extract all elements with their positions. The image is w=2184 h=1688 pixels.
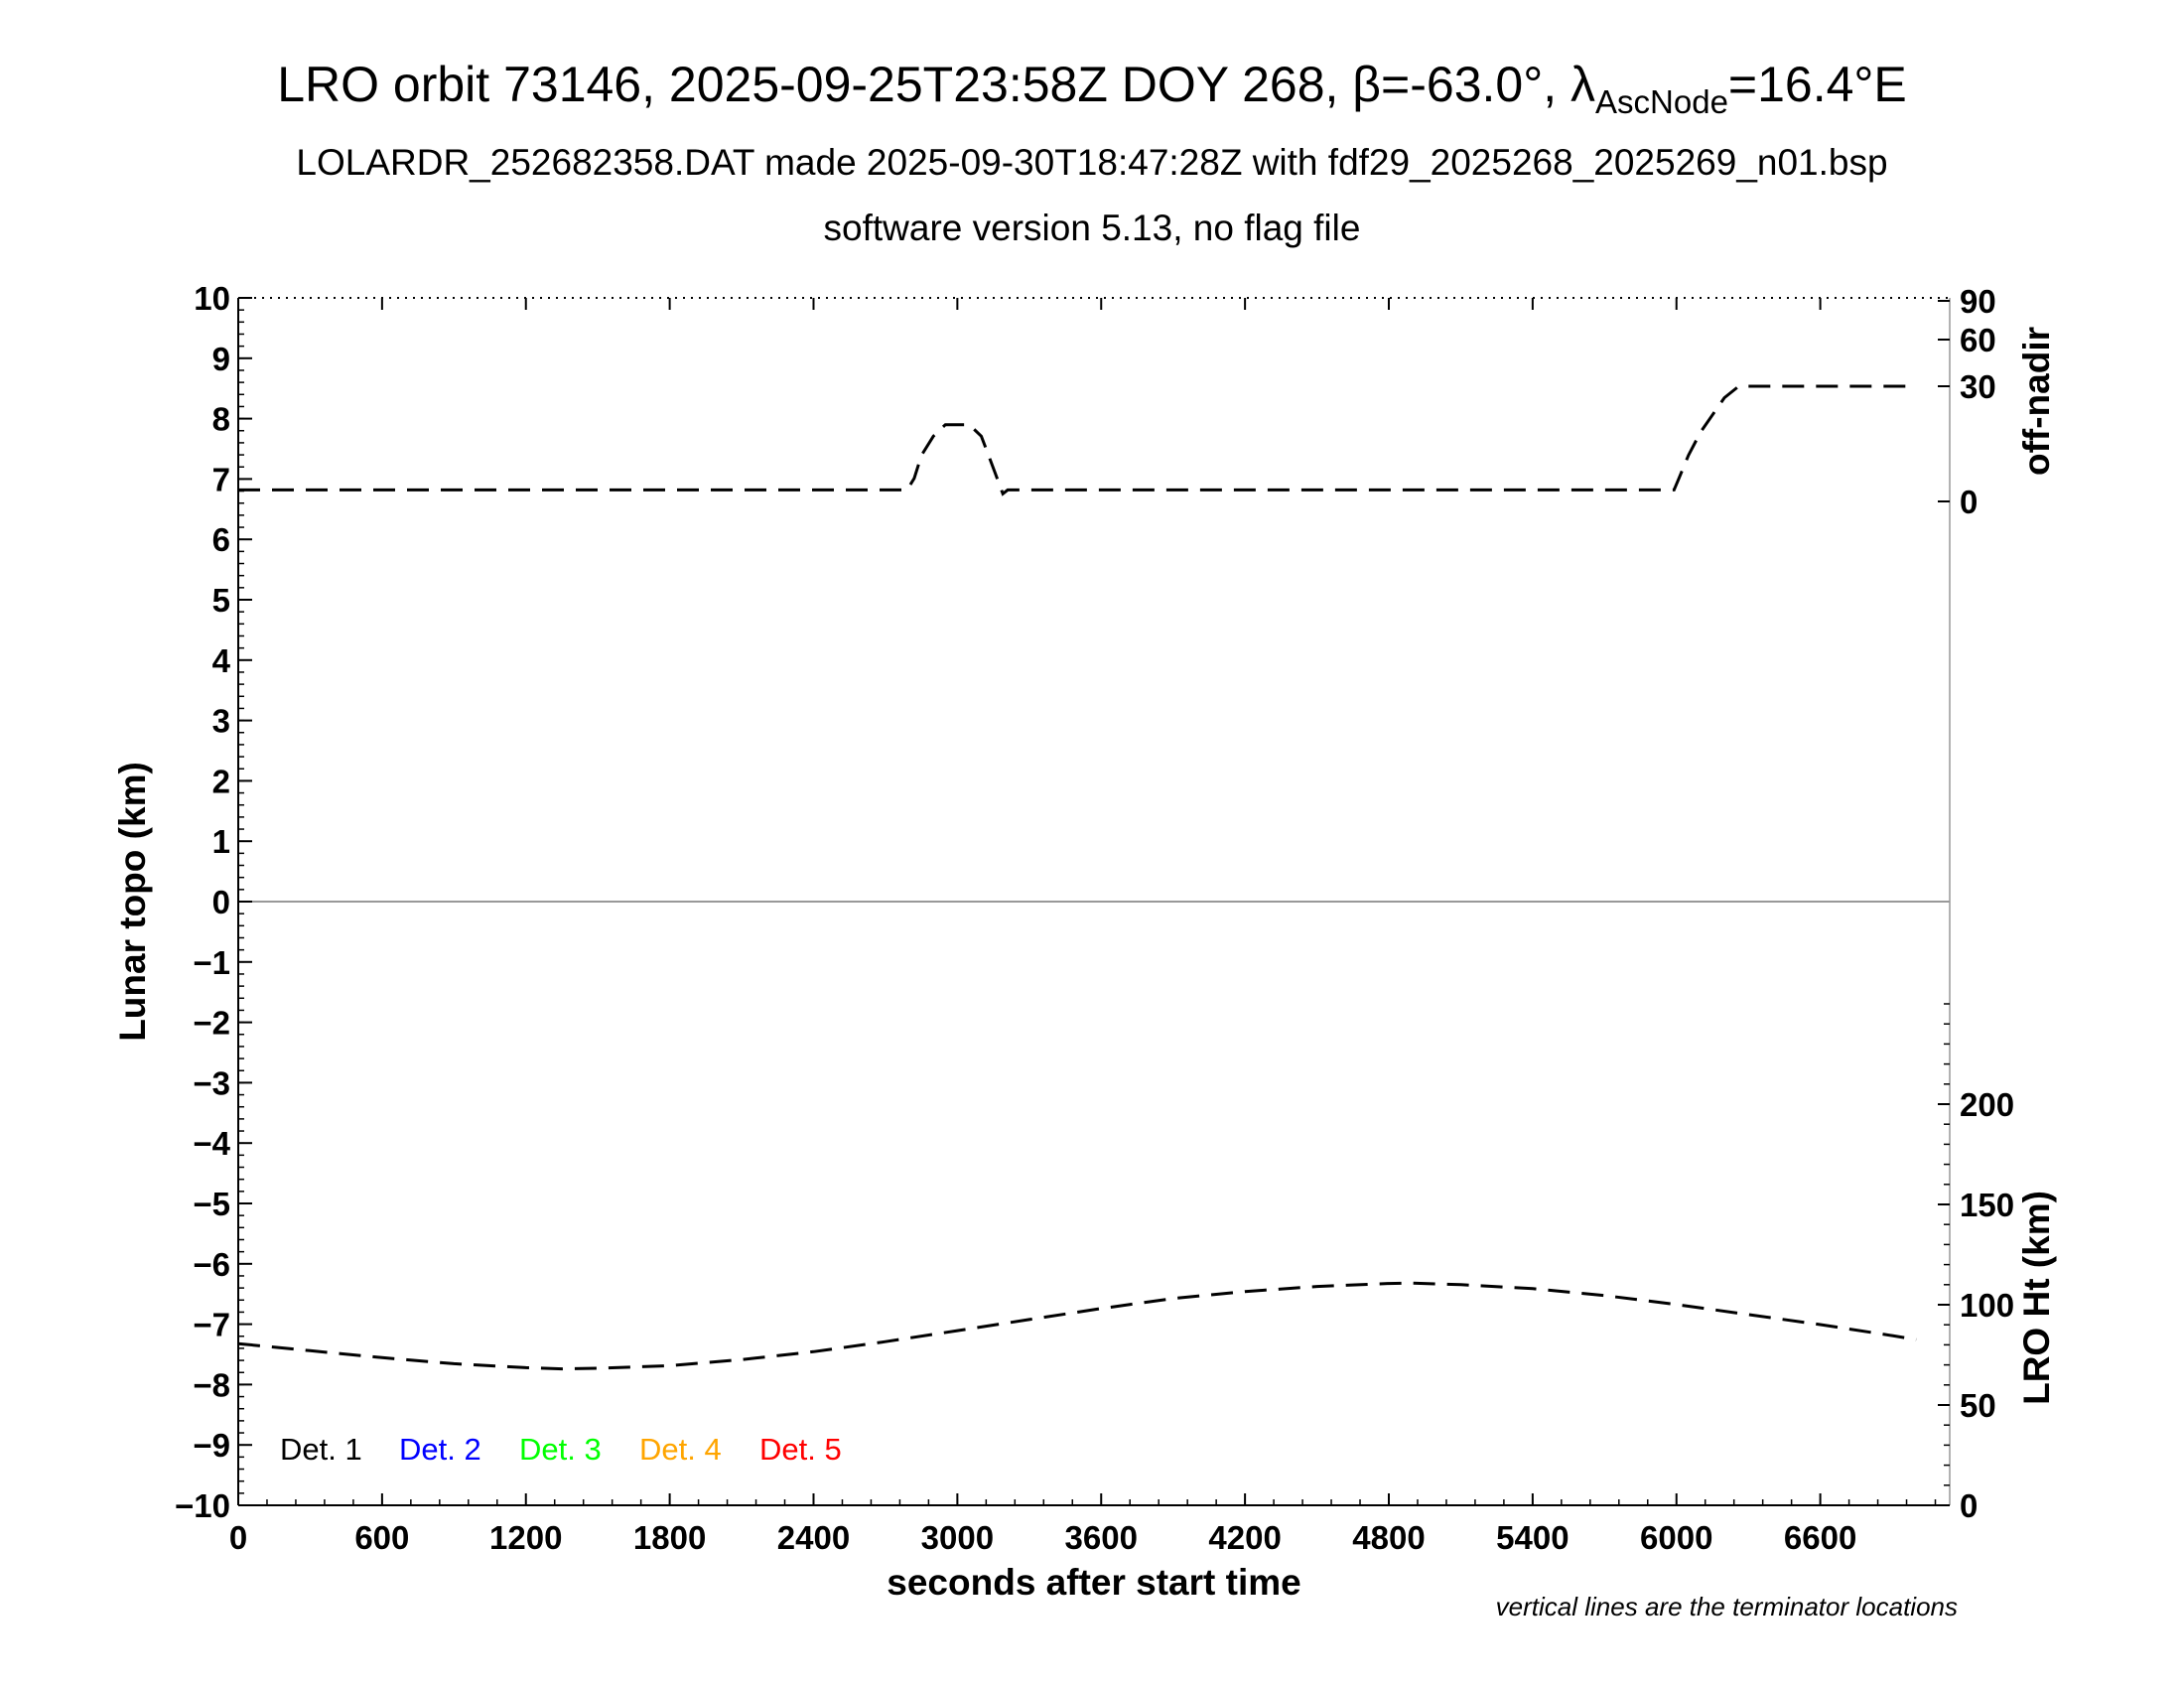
x-tick-label: 600 [354, 1519, 409, 1556]
x-tick-label: 6000 [1640, 1519, 1712, 1556]
y-tick-label: 10 [194, 280, 230, 317]
lro-ht-tick-label: 0 [1960, 1487, 1978, 1524]
legend-det-4: Det. 4 [639, 1432, 722, 1467]
x-axis-label: seconds after start time [887, 1562, 1300, 1603]
y-tick-label: −1 [193, 944, 230, 981]
y-axis-label-left: Lunar topo (km) [112, 762, 153, 1042]
y-axis-label-lro-ht: LRO Ht (km) [2016, 1191, 2057, 1405]
chart-title-end: =16.4°E [1728, 57, 1907, 112]
off-nadir-tick-label: 0 [1960, 484, 1978, 520]
y-tick-label: −6 [193, 1246, 230, 1283]
x-tick-label: 6600 [1784, 1519, 1856, 1556]
x-tick-label: 4800 [1352, 1519, 1425, 1556]
x-axis-ticks: 0 600 1200 1800 2400 3000 3600 4200 4800 5400 6000… [229, 298, 1856, 1556]
chart-title: LRO orbit 73146, 2025-09-25T23:58Z DOY 2… [277, 57, 1907, 120]
off-nadir-tick-label: 30 [1960, 368, 1996, 405]
terminator-footnote: vertical lines are the terminator locati… [1496, 1592, 1958, 1621]
legend: Det. 1 Det. 2 Det. 3 Det. 4 Det. 5 [280, 1432, 842, 1467]
y-tick-label: −8 [193, 1366, 230, 1403]
y-tick-label: 1 [212, 823, 230, 860]
y-tick-label: −4 [193, 1125, 230, 1162]
x-tick-label: 1800 [633, 1519, 706, 1556]
y-tick-label: 4 [212, 642, 231, 679]
x-tick-label: 3600 [1065, 1519, 1138, 1556]
y-tick-label: −9 [193, 1427, 230, 1464]
chart-subtitle-file: LOLARDR_252682358.DAT made 2025-09-30T18… [296, 142, 1887, 183]
y-tick-label: −10 [175, 1487, 230, 1524]
x-tick-label: 3000 [921, 1519, 994, 1556]
y-tick-label: 5 [212, 582, 230, 619]
lro-ht-tick-label: 50 [1960, 1387, 1996, 1424]
x-tick-label: 1200 [489, 1519, 562, 1556]
y-tick-label: −2 [193, 1005, 230, 1042]
x-tick-label: 0 [229, 1519, 247, 1556]
lro-ht-tick-label: 200 [1960, 1086, 2014, 1123]
series-layer [237, 384, 1917, 1371]
legend-det-3: Det. 3 [519, 1432, 602, 1467]
y-tick-label: 2 [212, 763, 230, 799]
off-nadir-series-line [238, 384, 1917, 496]
legend-det-1: Det. 1 [280, 1432, 362, 1467]
chart-subtitle-software: software version 5.13, no flag file [824, 208, 1361, 248]
y-tick-label: 9 [212, 341, 230, 377]
y-tick-label: 0 [212, 884, 230, 920]
x-tick-label: 2400 [777, 1519, 850, 1556]
y-axis-label-off-nadir: off-nadir [2016, 327, 2057, 476]
y-tick-label: −3 [193, 1064, 230, 1101]
chart-title-main: LRO orbit 73146, 2025-09-25T23:58Z DOY 2… [277, 57, 1595, 112]
lro-ht-tick-label: 100 [1960, 1287, 2014, 1324]
legend-det-2: Det. 2 [399, 1432, 481, 1467]
x-tick-label: 4200 [1208, 1519, 1281, 1556]
chart-title-subscript: AscNode [1595, 83, 1728, 120]
lro-ht-tick-label: 150 [1960, 1187, 2014, 1223]
y-tick-label: 7 [212, 461, 230, 497]
off-nadir-tick-label: 60 [1960, 322, 1996, 358]
y-tick-label: −5 [193, 1186, 230, 1222]
y-tick-label: 8 [212, 401, 230, 438]
y-tick-label: 6 [212, 521, 230, 558]
y-tick-label: 3 [212, 703, 230, 740]
y-tick-label: −7 [193, 1307, 230, 1343]
legend-det-5: Det. 5 [759, 1432, 842, 1467]
lro-ht-series-line [237, 1281, 1917, 1371]
x-tick-label: 5400 [1496, 1519, 1569, 1556]
minor-ticks [237, 297, 1950, 1506]
off-nadir-tick-label: 90 [1960, 283, 1996, 320]
